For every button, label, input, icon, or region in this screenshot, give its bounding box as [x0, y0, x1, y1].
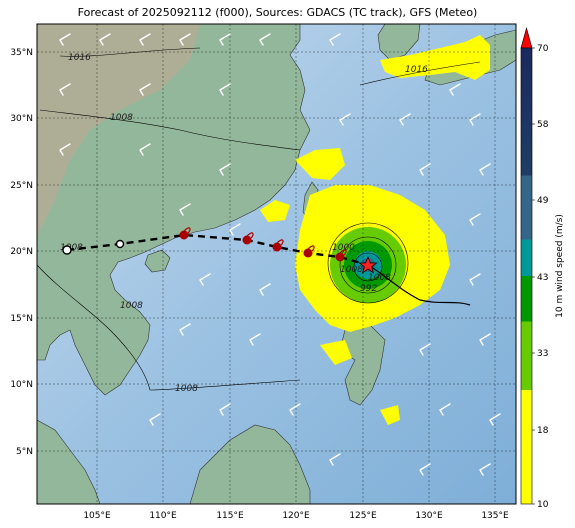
lat-tick: 35°N: [10, 48, 33, 58]
lat-tick: 15°N: [10, 314, 33, 324]
lon-tick: 130°E: [415, 511, 443, 521]
track-point-open-circle: [115, 239, 125, 249]
typhoon-icon: [242, 232, 254, 245]
isobar-label: 1016: [68, 53, 91, 63]
typhoon-icon: [179, 227, 191, 240]
typhoon-icon: [272, 239, 284, 252]
colorbar-tick-label: 10: [537, 500, 549, 510]
land-highland: [37, 24, 200, 240]
past-track-line: [66, 233, 369, 267]
colorbar-tick-label: 49: [537, 196, 549, 206]
lat-tick-labels: 35°N 30°N 25°N 20°N 15°N 10°N 5°N: [10, 48, 33, 457]
land-malay: [37, 419, 101, 504]
colorbar-bar: [520, 47, 533, 505]
colorbar-tick-label: 18: [537, 426, 549, 436]
map-title: Forecast of 2025092112 (f000), Sources: …: [77, 6, 478, 19]
isobar-label: 1008: [110, 113, 133, 123]
isobar-label: 1008: [175, 384, 198, 394]
lon-tick-labels: 105°E 110°E 115°E 120°E 125°E 130°E 135°…: [83, 511, 509, 521]
colorbar: 10 18 33 43 49 58 70 10 m wind speed (m/…: [520, 26, 565, 510]
lon-tick: 105°E: [83, 511, 111, 521]
typhoon-icon: [335, 249, 347, 262]
isobar-label: 1008: [368, 273, 391, 283]
isobar-label: 1008: [120, 301, 143, 311]
isobar-label: 1008: [340, 265, 363, 275]
colorbar-label: 10 m wind speed (m/s): [555, 214, 565, 318]
lat-tick: 30°N: [10, 114, 33, 124]
colorbar-ticks: [532, 47, 535, 505]
isobar-label: 1016: [405, 65, 428, 75]
lat-tick: 25°N: [10, 181, 33, 191]
colorbar-tick-label: 43: [537, 273, 548, 283]
wind-barbs: [59, 33, 501, 476]
lon-tick: 120°E: [282, 511, 310, 521]
typhoon-icon: [303, 245, 315, 258]
lat-tick: 20°N: [10, 247, 33, 257]
isobars: [37, 47, 481, 391]
land-borneo: [189, 424, 311, 504]
lon-tick: 125°E: [349, 511, 377, 521]
isobar-label: 992: [360, 284, 377, 294]
isobar-labels: 1016 1008 1016 1008 1008 1008 1000 992 1…: [60, 53, 428, 394]
lon-tick: 110°E: [149, 511, 177, 521]
isobar-label: 1000: [332, 243, 355, 253]
tc-track: [62, 227, 471, 306]
colorbar-tick-label: 58: [537, 120, 549, 130]
colorbar-extend-arrow: [520, 26, 533, 49]
track-point-open-circle: [62, 245, 72, 255]
land-hainan: [144, 249, 171, 273]
graticule: [37, 24, 516, 504]
current-position-star-icon: [358, 255, 378, 274]
map-frame: [36, 23, 517, 505]
lon-tick: 135°E: [481, 511, 509, 521]
lat-tick: 5°N: [16, 447, 33, 457]
lon-tick: 115°E: [216, 511, 244, 521]
isobar-label: 1008: [60, 243, 83, 253]
colorbar-tick-label: 33: [537, 349, 548, 359]
colorbar-tick-label: 70: [537, 44, 549, 54]
forecast-track-line: [367, 264, 471, 306]
map-canvas: 1016 1008 1016 1008 1008 1008 1000 992 1…: [37, 24, 516, 504]
lat-tick: 10°N: [10, 380, 33, 390]
